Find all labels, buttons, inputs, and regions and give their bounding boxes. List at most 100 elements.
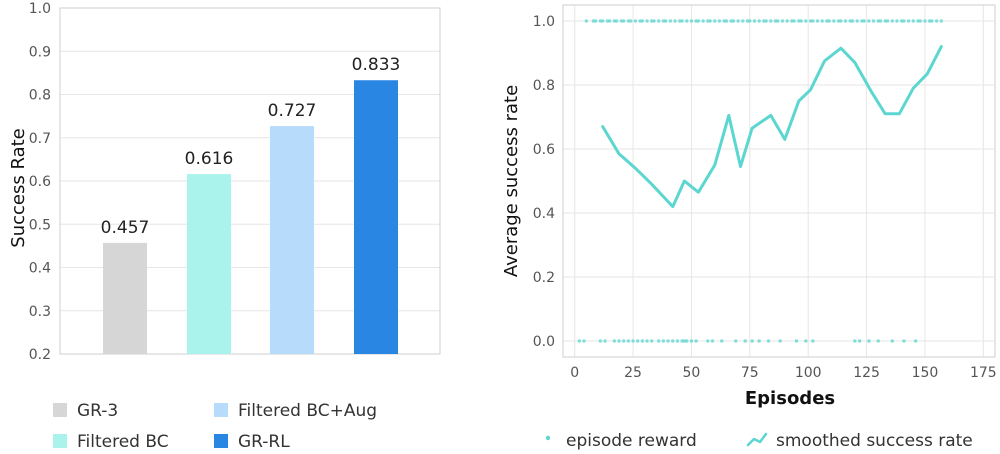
episode-reward-dot xyxy=(906,19,911,23)
line-x-tick-label: 125 xyxy=(853,365,880,381)
episode-reward-dot xyxy=(640,339,645,343)
episode-reward-dot xyxy=(804,339,808,343)
episode-reward-dot xyxy=(626,19,631,23)
bar-chart-frame xyxy=(59,7,441,355)
episode-reward-dot xyxy=(622,339,626,343)
episode-reward-dot xyxy=(808,19,813,23)
bar-y-tick-label: 0.3 xyxy=(29,304,51,320)
episode-reward-dot xyxy=(729,19,733,23)
episode-reward-dot xyxy=(593,19,598,23)
episode-reward-dot xyxy=(762,19,766,23)
episode-reward-dot xyxy=(895,19,899,23)
legend-label: episode reward xyxy=(566,431,697,451)
episode-reward-dot xyxy=(657,339,661,343)
episode-reward-dot xyxy=(902,19,906,23)
episode-reward-dot xyxy=(780,19,785,23)
episode-reward-dot xyxy=(675,339,680,343)
bar-y-tick-label: 0.8 xyxy=(29,88,51,104)
bar-filtered-bc xyxy=(187,174,231,354)
bar-data-label: 0.457 xyxy=(101,218,150,238)
episode-reward-dot xyxy=(916,19,920,23)
episode-reward-dot xyxy=(927,19,932,23)
bar-y-tick-label: 0.7 xyxy=(29,131,51,147)
line-chart-legend: episode reward smoothed success rate xyxy=(545,431,973,451)
episode-reward-dot xyxy=(832,19,836,23)
episode-reward-dot xyxy=(710,339,715,343)
legend-line-marker xyxy=(746,432,768,447)
bar-chart-y-ticks: 0.2 0.3 0.4 0.5 0.6 0.7 0.8 0.9 1.0 xyxy=(29,1,51,363)
episode-reward-dot xyxy=(603,339,607,343)
episode-reward-dot xyxy=(850,19,855,23)
episode-reward-dot xyxy=(612,339,617,343)
episode-reward-dot xyxy=(785,19,789,23)
episode-reward-dot xyxy=(811,19,815,23)
episode-reward-dot xyxy=(584,19,589,23)
bar-y-tick-label: 0.5 xyxy=(29,217,51,233)
episode-reward-dot xyxy=(694,19,698,23)
episode-reward-dot xyxy=(766,339,771,343)
episode-reward-dot xyxy=(631,339,635,343)
episode-reward-dot xyxy=(878,19,883,23)
episode-reward-dot xyxy=(769,19,773,23)
line-chart: 0 25 50 75 100 125 150 175 0.0 0.2 0.4 0.6 0.8 1.0 E… xyxy=(501,4,997,451)
legend-dot-marker xyxy=(545,435,551,441)
episode-reward-dot xyxy=(720,339,724,343)
line-chart-gridlines xyxy=(563,5,995,357)
bar-chart-legend: GR-3 Filtered BC Filtered BC+Aug GR-RL xyxy=(53,401,377,452)
bar-chart-bars xyxy=(103,80,398,354)
episode-reward-dot xyxy=(939,19,943,23)
episode-reward-dot xyxy=(804,19,808,23)
episode-reward-dot xyxy=(680,339,684,343)
episode-reward-dot xyxy=(890,339,894,343)
bar-filtered-bc-aug xyxy=(270,126,314,354)
bar-y-tick-label: 1.0 xyxy=(29,1,51,17)
episode-reward-dot xyxy=(752,19,757,23)
episode-reward-dot xyxy=(685,339,689,343)
episode-reward-dot xyxy=(689,19,694,23)
episode-reward-dot xyxy=(855,19,859,23)
episode-reward-dot xyxy=(736,19,740,23)
episode-reward-dot xyxy=(857,339,862,343)
episode-reward-dot xyxy=(598,19,603,23)
line-x-tick-label: 0 xyxy=(570,365,579,381)
episode-reward-dot xyxy=(694,339,698,343)
episode-reward-dot xyxy=(890,19,894,23)
episode-reward-dot xyxy=(899,19,904,23)
episode-reward-dot xyxy=(790,19,794,23)
episode-reward-dot xyxy=(867,19,871,23)
episode-reward-dot xyxy=(706,339,710,343)
episode-reward-dot xyxy=(773,19,778,23)
episode-reward-dot xyxy=(626,339,631,343)
episode-reward-dot xyxy=(930,19,934,23)
episode-reward-dot xyxy=(640,19,645,23)
episode-reward-dot xyxy=(825,19,829,23)
episode-reward-dot xyxy=(629,19,633,23)
episode-reward-dot xyxy=(757,19,761,23)
bar-data-label: 0.833 xyxy=(352,55,401,75)
legend-swatch xyxy=(214,434,228,448)
line-y-tick-label: 0.6 xyxy=(533,142,555,158)
episode-reward-dot xyxy=(902,339,906,343)
episode-reward-dot xyxy=(717,19,722,23)
line-x-tick-label: 25 xyxy=(624,365,642,381)
legend-label: smoothed success rate xyxy=(776,431,973,451)
legend-swatch xyxy=(53,403,67,417)
episode-reward-dot xyxy=(862,19,866,23)
episode-reward-dot xyxy=(797,19,801,23)
episode-reward-dot xyxy=(885,19,890,23)
episode-reward-dot xyxy=(638,19,642,23)
bar-gr-3 xyxy=(103,242,147,354)
episode-reward-dot xyxy=(724,19,729,23)
episode-reward-dot xyxy=(657,19,661,23)
episode-reward-dot xyxy=(706,19,710,23)
episode-reward-dot xyxy=(577,339,582,343)
episode-reward-dot xyxy=(745,19,750,23)
line-x-tick-label: 50 xyxy=(683,365,701,381)
episode-reward-dot xyxy=(913,339,918,343)
episode-reward-dot xyxy=(650,339,654,343)
episode-reward-dot xyxy=(843,19,848,23)
smoothed-success-rate-line xyxy=(601,45,943,209)
episode-reward-dot xyxy=(701,19,705,23)
bar-y-tick-label: 0.4 xyxy=(29,261,51,277)
